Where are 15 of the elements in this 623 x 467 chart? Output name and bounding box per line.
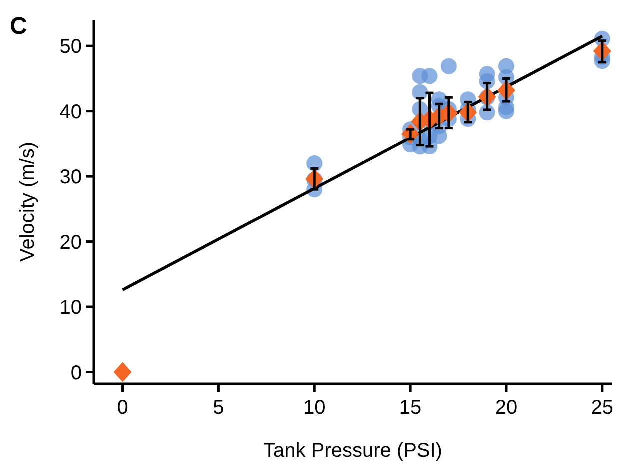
x-tick-label: 5 xyxy=(213,397,224,419)
x-tick-label: 10 xyxy=(304,397,326,419)
y-tick-label: 30 xyxy=(60,166,82,189)
y-tick-label: 0 xyxy=(70,362,82,384)
x-tick-label: 20 xyxy=(495,397,518,419)
y-tick-label: 50 xyxy=(60,36,82,58)
x-tick-label: 25 xyxy=(591,397,614,419)
y-tick-label: 20 xyxy=(60,232,82,254)
x-tick-label: 0 xyxy=(117,397,128,419)
y-tick-label: 40 xyxy=(60,101,82,124)
chart-title: C xyxy=(10,13,28,40)
y-tick-label: 10 xyxy=(60,297,82,320)
y-axis-title: Velocity (m/s) xyxy=(17,142,39,262)
x-tick-label: 15 xyxy=(399,397,422,419)
x-axis-title: Tank Pressure (PSI) xyxy=(264,440,442,462)
